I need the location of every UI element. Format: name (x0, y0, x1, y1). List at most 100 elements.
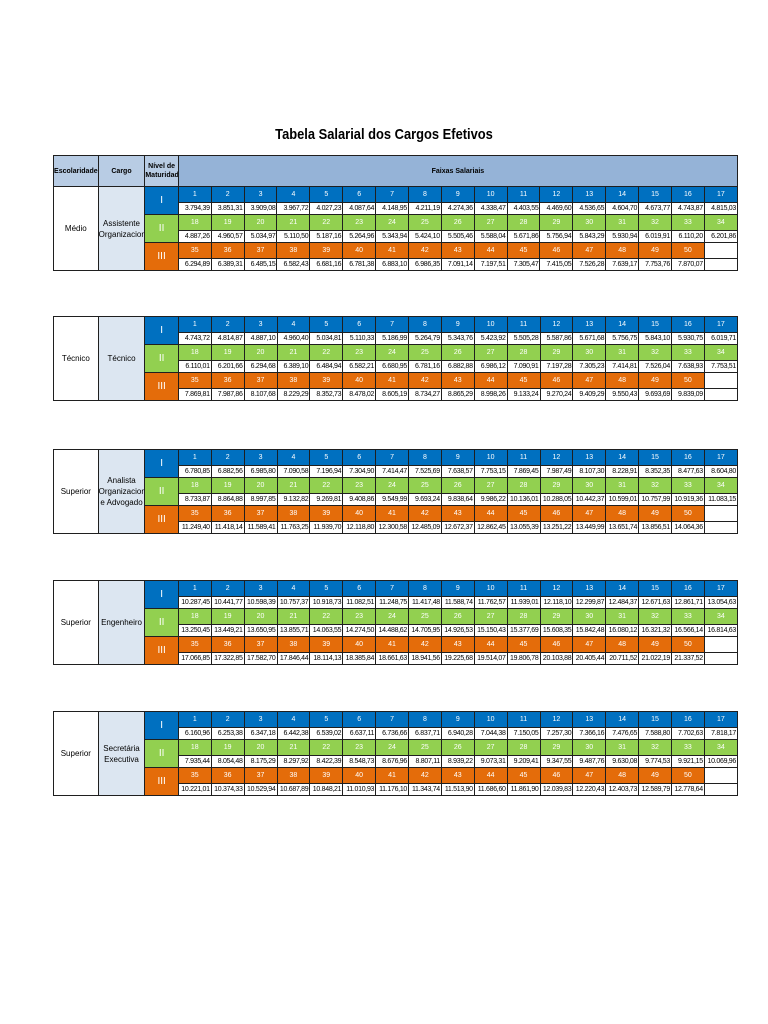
salary-value: 5.186,99 (375, 332, 409, 345)
maturity-level: III (144, 636, 179, 665)
salary-value: 8.054,48 (210, 755, 245, 768)
salary-value: 10.687,89 (276, 783, 311, 796)
salary-value: 12.299,87 (572, 596, 607, 609)
band-number: 19 (210, 608, 245, 625)
band-number: 50 (671, 505, 705, 522)
salary-value: 5.110,33 (342, 332, 377, 345)
band-number: 48 (605, 767, 640, 784)
salary-value: 13.250,45 (177, 624, 212, 637)
band-number (703, 636, 739, 653)
band-number: 44 (473, 505, 508, 522)
band-number: 24 (375, 344, 409, 361)
salary-value: 5.264,79 (408, 332, 442, 345)
band-number: 42 (408, 505, 442, 522)
header-faixas: Faixas Salariais (177, 155, 739, 187)
band-number: 30 (572, 344, 607, 361)
escolaridade-cell: Superior (53, 449, 99, 534)
salary-value: 7.091,14 (440, 258, 475, 271)
salary-value: 11.513,90 (440, 783, 475, 796)
band-number: 15 (638, 186, 672, 203)
salary-value: 5.930,94 (605, 230, 640, 243)
band-number: 5 (309, 711, 344, 728)
band-number: 11 (506, 580, 541, 597)
band-number: 24 (375, 739, 409, 756)
band-number: 21 (276, 608, 311, 625)
band-number: 41 (375, 242, 409, 259)
band-number: 9 (440, 711, 475, 728)
band-number: 1 (177, 449, 212, 466)
band-number: 30 (572, 739, 607, 756)
band-number: 3 (243, 316, 278, 333)
band-number: 25 (407, 214, 442, 231)
salary-value: 10.757,37 (276, 596, 311, 609)
band-number: 29 (539, 739, 574, 756)
salary-value: 6.986,12 (473, 360, 508, 373)
salary-value: 10.069,96 (703, 755, 739, 768)
salary-value: 11.762,57 (473, 596, 508, 609)
salary-value: 8.107,68 (243, 388, 278, 401)
salary-value: 7.414,81 (605, 360, 640, 373)
band-number: 3 (243, 711, 278, 728)
band-number: 35 (177, 505, 212, 522)
salary-value: 11.343,74 (408, 783, 442, 796)
band-number: 18 (177, 739, 212, 756)
band-number: 29 (539, 477, 574, 494)
band-number: 49 (638, 372, 672, 389)
salary-value: 11.588,74 (440, 596, 475, 609)
salary-value: 14.064,36 (671, 521, 705, 534)
band-number: 39 (309, 372, 344, 389)
salary-value: 12.861,71 (671, 596, 705, 609)
band-number: 31 (605, 344, 640, 361)
salary-value: 5.588,04 (473, 230, 508, 243)
band-number: 23 (342, 608, 377, 625)
band-number: 42 (407, 242, 442, 259)
salary-value: 4.814,87 (210, 332, 245, 345)
salary-table: Superior Secretária Executiva I 1 2 3 4 5 6 7 8 9 10… (53, 711, 739, 796)
salary-value: 11.082,51 (342, 596, 377, 609)
band-number: 3 (243, 449, 278, 466)
band-number: 8 (408, 316, 442, 333)
escolaridade-cell: Superior (53, 711, 99, 796)
salary-value: 6.539,02 (309, 727, 344, 740)
band-number: 48 (605, 636, 640, 653)
salary-value: 5.756,75 (605, 332, 640, 345)
band-number: 2 (210, 580, 245, 597)
band-number: 40 (342, 372, 377, 389)
band-number: 34 (703, 608, 739, 625)
salary-value: 8.807,11 (408, 755, 442, 768)
band-number: 44 (473, 636, 508, 653)
salary-value: 17.582,70 (243, 652, 278, 665)
salary-value: 8.605,19 (375, 388, 409, 401)
salary-value: 9.838,64 (440, 493, 475, 506)
band-number: 32 (638, 214, 672, 231)
salary-value: 4.027,23 (309, 202, 344, 215)
band-number: 4 (276, 580, 311, 597)
salary-value: 6.253,38 (210, 727, 245, 740)
salary-value: 7.196,94 (309, 465, 344, 478)
band-number: 40 (342, 767, 377, 784)
band-number: 28 (506, 344, 541, 361)
band-number: 46 (539, 505, 574, 522)
salary-value: 12.039,83 (539, 783, 574, 796)
band-number: 19 (210, 739, 245, 756)
salary-value: 7.702,63 (671, 727, 705, 740)
band-number: 22 (309, 214, 344, 231)
salary-value: 6.389,31 (210, 258, 245, 271)
salary-value: 18.941,56 (408, 652, 442, 665)
band-number: 7 (375, 449, 409, 466)
salary-value: 11.417,48 (408, 596, 442, 609)
band-number (703, 372, 739, 389)
band-number: 28 (506, 739, 541, 756)
band-number: 39 (309, 636, 344, 653)
band-number: 28 (506, 608, 541, 625)
salary-value: 11.589,41 (243, 521, 278, 534)
band-number: 15 (638, 580, 672, 597)
band-number: 47 (572, 242, 607, 259)
band-number: 31 (605, 214, 640, 231)
band-number: 5 (309, 449, 344, 466)
band-number: 38 (276, 636, 311, 653)
band-number: 26 (440, 608, 475, 625)
salary-value: 6.837,71 (408, 727, 442, 740)
salary-value: 5.343,94 (375, 230, 409, 243)
salary-value: 7.753,51 (703, 360, 739, 373)
